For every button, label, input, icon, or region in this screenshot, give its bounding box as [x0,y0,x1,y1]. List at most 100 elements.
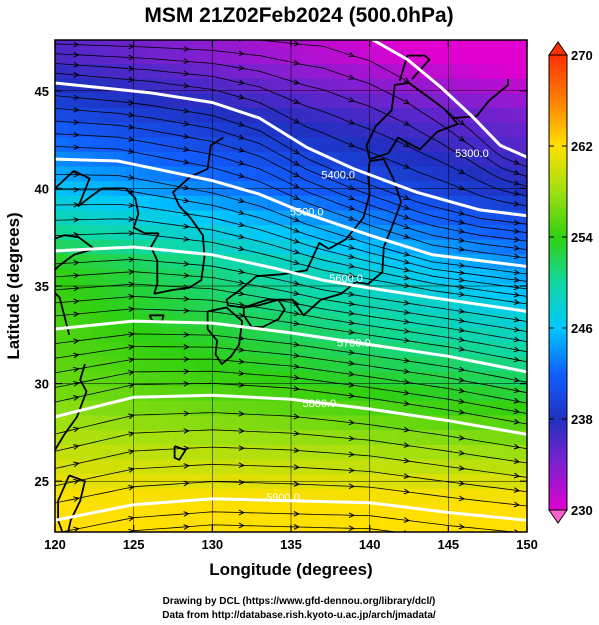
field-cell [173,283,186,299]
field-cell [125,92,139,108]
streamline-arrow [184,538,189,543]
field-cell [291,429,304,445]
streamline-arrow [348,141,355,147]
streamline-arrow [348,205,355,211]
field-cell [66,283,80,299]
streamline-arrow [458,262,466,269]
field-cell [409,414,422,431]
streamline-arrow [293,363,301,370]
field-cell [456,209,469,226]
field-cell [78,283,91,299]
field-cell [420,297,434,313]
field-cell [267,341,280,357]
field-cell [208,224,221,240]
field-cell [173,78,186,94]
field-cell [102,327,115,343]
field-cell [255,283,268,299]
streamline-arrow [458,387,466,394]
streamline-arrow [513,245,521,251]
field-cell [102,414,115,431]
field-cell [361,78,375,94]
field-cell [361,414,375,431]
field-cell [149,488,162,504]
field-cell [314,444,327,460]
streamline-arrow [73,186,80,193]
streamline-arrow [403,473,411,479]
field-cell [468,107,481,123]
streamline [55,53,527,187]
field-cell [90,370,103,387]
streamline-arrow [458,308,466,314]
streamline-arrow [128,65,135,72]
field-cell [432,297,445,313]
x-tick-label: 120 [44,537,66,552]
field-cell [161,40,174,50]
streamline-arrow [513,180,521,186]
streamline-arrow [459,537,464,542]
field-cell [137,253,150,270]
field-cell [432,151,445,167]
field-cell [55,400,68,416]
field-cell [102,488,115,504]
field-cell [255,224,268,240]
field-cell [196,195,209,211]
field-cell [90,297,103,313]
field-cell [243,40,257,50]
field-cell [326,444,339,460]
field-cell [279,107,292,123]
streamline-arrow [403,426,411,433]
field-cell [479,502,493,518]
streamline-arrow [238,160,245,166]
field-cell [361,48,375,65]
field-cell [302,239,316,255]
field-cell [55,209,68,226]
field-cell [456,488,469,504]
field-cell [232,517,245,532]
x-tick-label: 140 [359,537,381,552]
field-cell [232,92,245,108]
streamline-arrow [458,523,466,530]
field-cell [267,502,280,518]
field-cell [397,414,410,431]
field-cell [102,268,115,284]
field-cell [444,239,457,255]
field-cell [503,40,516,50]
streamline-arrow [458,246,466,252]
streamline-arrow [293,413,301,420]
field-cell [90,40,103,50]
field-cell [373,312,386,328]
field-cell [456,239,469,255]
field-cell [137,327,150,343]
field-cell [338,370,351,387]
streamline-arrow [458,346,466,352]
field-cell [55,195,68,211]
field-cell [314,40,327,50]
field-cell [255,356,268,372]
streamline-arrow [183,108,190,114]
streamline-arrow [513,326,521,333]
streamline-arrow [183,184,190,191]
streamline-arrow [403,98,411,105]
field-cell [432,370,445,387]
streamline-arrow [458,377,466,383]
field-cell [78,122,91,138]
field-cell [468,40,481,50]
streamline-arrow [73,366,80,373]
field-cell [114,356,127,372]
streamline-arrow [238,221,245,228]
field-cell [444,165,457,182]
field-cell [515,151,527,167]
field-cell [326,517,339,532]
field-cell [350,40,363,50]
streamline-arrow [348,253,356,260]
field-cell [102,151,115,167]
field-cell [149,444,162,460]
field-cell [149,209,162,226]
streamline [55,412,527,450]
streamline-arrow [513,228,521,234]
field-cell [267,40,280,50]
field-cell [173,356,186,372]
field-cell [232,444,245,460]
streamline-arrow [403,266,411,273]
streamline-arrow [293,238,301,244]
